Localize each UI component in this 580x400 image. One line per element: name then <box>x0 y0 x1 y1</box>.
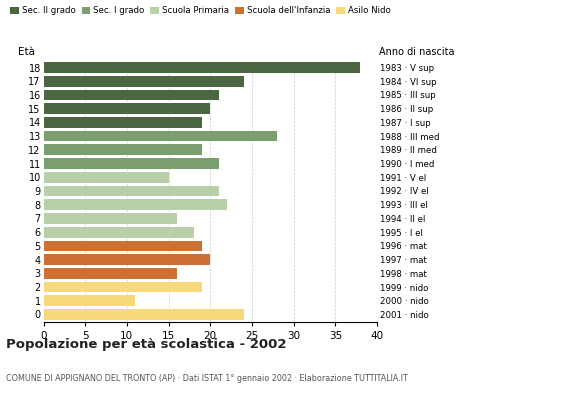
Bar <box>44 158 219 169</box>
Bar <box>44 131 277 142</box>
Text: Anno di nascita: Anno di nascita <box>379 47 454 57</box>
Legend: Sec. II grado, Sec. I grado, Scuola Primaria, Scuola dell'Infanzia, Asilo Nido: Sec. II grado, Sec. I grado, Scuola Prim… <box>10 6 390 15</box>
Bar <box>44 103 210 114</box>
Bar <box>44 144 202 155</box>
Bar <box>44 76 244 87</box>
Bar <box>44 254 210 265</box>
Text: COMUNE DI APPIGNANO DEL TRONTO (AP) · Dati ISTAT 1° gennaio 2002 · Elaborazione : COMUNE DI APPIGNANO DEL TRONTO (AP) · Da… <box>6 374 408 383</box>
Bar <box>44 309 244 320</box>
Text: Età: Età <box>19 47 35 57</box>
Bar <box>44 227 194 238</box>
Bar <box>44 213 177 224</box>
Text: Popolazione per età scolastica - 2002: Popolazione per età scolastica - 2002 <box>6 338 287 351</box>
Bar <box>44 90 219 100</box>
Bar <box>44 295 135 306</box>
Bar <box>44 199 227 210</box>
Bar <box>44 62 360 73</box>
Bar <box>44 282 202 292</box>
Bar <box>44 172 169 183</box>
Bar <box>44 117 202 128</box>
Bar <box>44 240 202 251</box>
Bar <box>44 268 177 279</box>
Bar <box>44 186 219 196</box>
